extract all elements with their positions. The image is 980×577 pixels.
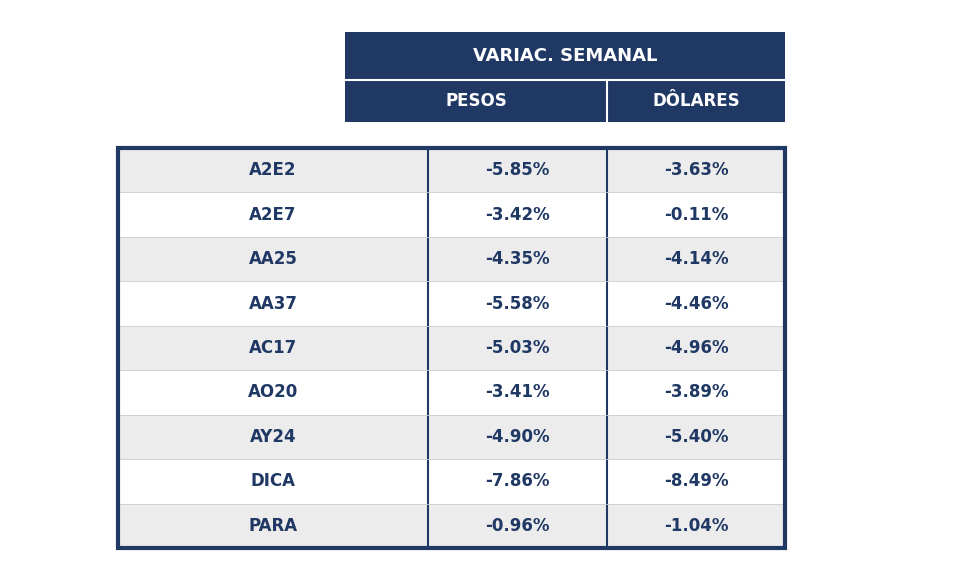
Text: -3.41%: -3.41% <box>485 384 550 402</box>
Bar <box>118 504 785 548</box>
Text: AO20: AO20 <box>248 384 298 402</box>
Text: DICA: DICA <box>251 473 296 490</box>
Text: A2E7: A2E7 <box>249 205 297 224</box>
Text: -0.11%: -0.11% <box>663 205 728 224</box>
Bar <box>118 148 785 548</box>
Bar <box>118 370 785 415</box>
Bar <box>607 80 785 122</box>
Text: -3.42%: -3.42% <box>485 205 550 224</box>
Text: -5.03%: -5.03% <box>485 339 550 357</box>
Bar <box>345 32 785 80</box>
Bar <box>118 237 785 282</box>
Text: VARIAC. SEMANAL: VARIAC. SEMANAL <box>472 47 658 65</box>
Text: DÔLARES: DÔLARES <box>652 92 740 110</box>
Text: -4.14%: -4.14% <box>663 250 728 268</box>
Text: -1.04%: -1.04% <box>663 517 728 535</box>
Bar <box>118 148 785 193</box>
Bar <box>118 193 785 237</box>
Bar <box>118 459 785 504</box>
Text: AY24: AY24 <box>250 428 296 446</box>
Text: -0.96%: -0.96% <box>485 517 550 535</box>
Text: AA37: AA37 <box>249 294 298 313</box>
Text: -5.40%: -5.40% <box>663 428 728 446</box>
Text: PESOS: PESOS <box>445 92 507 110</box>
Text: PARA: PARA <box>249 517 298 535</box>
Text: -3.89%: -3.89% <box>663 384 728 402</box>
Text: A2E2: A2E2 <box>249 161 297 179</box>
Text: -4.35%: -4.35% <box>485 250 550 268</box>
Text: -4.90%: -4.90% <box>485 428 550 446</box>
Text: AC17: AC17 <box>249 339 297 357</box>
Text: AA25: AA25 <box>249 250 298 268</box>
Text: -8.49%: -8.49% <box>663 473 728 490</box>
Bar <box>118 282 785 326</box>
Text: -7.86%: -7.86% <box>485 473 550 490</box>
Bar <box>345 80 607 122</box>
Text: -5.85%: -5.85% <box>485 161 550 179</box>
Text: -5.58%: -5.58% <box>485 294 550 313</box>
Bar <box>118 415 785 459</box>
Text: -3.63%: -3.63% <box>663 161 728 179</box>
Bar <box>118 326 785 370</box>
Text: -4.46%: -4.46% <box>663 294 728 313</box>
Text: -4.96%: -4.96% <box>663 339 728 357</box>
